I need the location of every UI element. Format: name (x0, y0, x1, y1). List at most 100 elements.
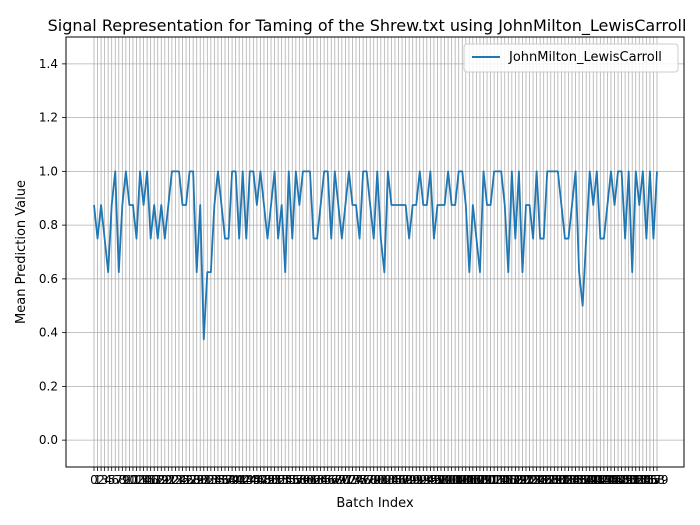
y-tick-label: 0.2 (39, 379, 58, 393)
x-tick-label: 21 (161, 473, 176, 487)
y-tick-label: 1.0 (39, 164, 58, 178)
x-tick-label: 25 (175, 473, 190, 487)
x-tick-label: 145 (596, 473, 619, 487)
x-tick-label: 127 (532, 473, 555, 487)
x-tick-label: 99 (437, 473, 452, 487)
x-tick-label: 149 (610, 473, 633, 487)
x-tick-label: 29 (189, 473, 204, 487)
x-tick-label: 68 (327, 473, 342, 487)
x-tick-label: 0 (90, 473, 98, 487)
x-tick-label: 139 (575, 473, 598, 487)
x-tick-label: 71 (338, 473, 353, 487)
x-tick-label: 28 (186, 473, 201, 487)
x-tick-label: 11 (125, 473, 140, 487)
x-tick-label: 98 (433, 473, 448, 487)
x-tick-label: 137 (568, 473, 591, 487)
x-tick-label: 67 (324, 473, 339, 487)
x-tick-label: 52 (270, 473, 285, 487)
x-tick-label: 111 (476, 473, 499, 487)
y-axis-label: Mean Prediction Value (14, 180, 29, 324)
series-line-johnmilton-lewiscarroll (93, 170, 658, 341)
x-tick-label: 48 (256, 473, 271, 487)
x-tick-label: 31 (196, 473, 211, 487)
x-tick-label: 101 (440, 473, 463, 487)
x-tick-label: 157 (638, 473, 661, 487)
x-tick-label: 144 (592, 473, 615, 487)
y-tick-label: 0.8 (39, 218, 58, 232)
x-tick-label: 134 (557, 473, 580, 487)
x-tick-label: 141 (582, 473, 605, 487)
x-tick-label: 47 (253, 473, 268, 487)
x-tick-label: 34 (207, 473, 222, 487)
x-tick-label: 84 (384, 473, 399, 487)
chart-title: Signal Representation for Taming of the … (48, 16, 687, 36)
x-tick-label: 64 (313, 473, 328, 487)
x-tick-label: 32 (200, 473, 215, 487)
x-tick-label: 74 (348, 473, 363, 487)
x-tick-label: 16 (143, 473, 158, 487)
x-tick-label: 18 (150, 473, 165, 487)
x-tick-label: 23 (168, 473, 183, 487)
x-tick-label: 75 (352, 473, 367, 487)
x-tick-label: 1 (94, 473, 102, 487)
x-tick-label: 4 (104, 473, 112, 487)
x-tick-label: 9 (122, 473, 130, 487)
x-tick-label: 37 (217, 473, 232, 487)
x-tick-label: 33 (203, 473, 218, 487)
x-tick-label: 120 (507, 473, 530, 487)
x-tick-label: 158 (642, 473, 665, 487)
x-tick-label: 128 (536, 473, 559, 487)
x-tick-label: 78 (363, 473, 378, 487)
x-tick-label: 125 (525, 473, 548, 487)
x-tick-label: 107 (461, 473, 484, 487)
x-tick-label: 7 (115, 473, 123, 487)
x-tick-label: 92 (412, 473, 427, 487)
x-tick-label: 70 (334, 473, 349, 487)
x-tick-label: 126 (529, 473, 552, 487)
x-tick-label: 56 (285, 473, 300, 487)
x-tick-label: 150 (614, 473, 637, 487)
x-tick-label: 81 (373, 473, 388, 487)
x-tick-label: 85 (387, 473, 402, 487)
x-tick-label: 90 (405, 473, 420, 487)
x-tick-label: 5 (108, 473, 116, 487)
x-tick-label: 59 (295, 473, 310, 487)
x-tick-label: 152 (621, 473, 644, 487)
x-tick-label: 26 (178, 473, 193, 487)
x-tick-label: 87 (394, 473, 409, 487)
x-tick-label: 88 (398, 473, 413, 487)
x-tick-label: 96 (426, 473, 441, 487)
x-tick-label: 130 (543, 473, 566, 487)
x-tick-label: 115 (490, 473, 513, 487)
x-tick-label: 8 (119, 473, 127, 487)
x-tick-label: 91 (409, 473, 424, 487)
x-tick-label: 3 (101, 473, 109, 487)
x-tick-label: 55 (281, 473, 296, 487)
x-tick-label: 94 (419, 473, 434, 487)
y-axis: 0.0 0.2 0.4 0.6 0.8 1.0 1.2 1.4 (39, 57, 66, 447)
x-tick-label: 124 (522, 473, 545, 487)
x-tick-label: 77 (359, 473, 374, 487)
x-axis: 0123456789101112131415161718192021222324… (90, 467, 668, 487)
x-tick-label: 61 (302, 473, 317, 487)
x-tick-label: 123 (518, 473, 541, 487)
x-tick-label: 54 (278, 473, 293, 487)
x-tick-label: 42 (235, 473, 250, 487)
x-tick-label: 97 (430, 473, 445, 487)
x-tick-label: 24 (171, 473, 186, 487)
x-tick-label: 104 (451, 473, 474, 487)
x-tick-label: 50 (263, 473, 278, 487)
x-tick-label: 60 (299, 473, 314, 487)
x-tick-label: 79 (366, 473, 381, 487)
x-tick-label: 83 (380, 473, 395, 487)
x-tick-label: 30 (193, 473, 208, 487)
x-tick-label: 106 (458, 473, 481, 487)
x-tick-label: 133 (553, 473, 576, 487)
x-tick-label: 95 (423, 473, 438, 487)
x-tick-label: 151 (617, 473, 640, 487)
x-tick-label: 140 (578, 473, 601, 487)
x-tick-label: 38 (221, 473, 236, 487)
x-tick-label: 10 (122, 473, 137, 487)
y-tick-label: 1.2 (39, 111, 58, 125)
